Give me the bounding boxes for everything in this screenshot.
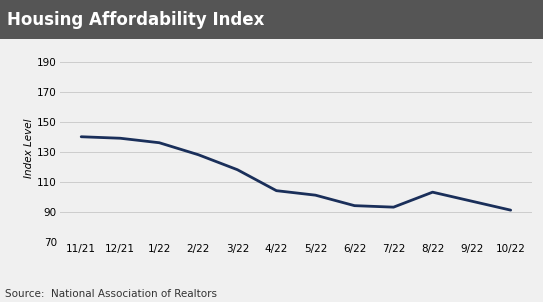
Text: Housing Affordability Index: Housing Affordability Index: [7, 11, 264, 29]
Text: Source:  National Association of Realtors: Source: National Association of Realtors: [5, 289, 217, 299]
Y-axis label: Index Level: Index Level: [24, 118, 34, 178]
